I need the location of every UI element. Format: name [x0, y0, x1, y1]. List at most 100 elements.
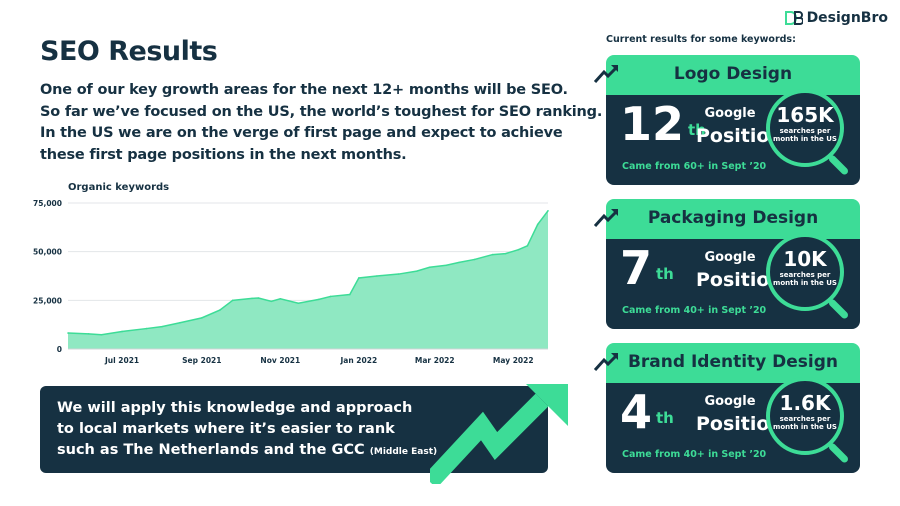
banner-line: to local markets where it’s easier to ra…	[57, 421, 395, 437]
card-header: Brand Identity Design	[606, 343, 860, 383]
google-position: Google Position	[696, 391, 783, 435]
data-point	[100, 333, 103, 336]
chart-title: Organic keywords	[68, 182, 169, 193]
search-volume-magnifier-icon: 165K searches per month in the US	[766, 89, 844, 167]
position-label: Position	[696, 269, 783, 291]
data-point	[121, 330, 123, 333]
growth-arrow-icon	[430, 384, 568, 484]
intro-line: In the US we are on the verge of first p…	[40, 125, 563, 141]
x-tick-label: Jan 2022	[339, 356, 377, 365]
google-position: Google Position	[696, 247, 783, 291]
search-volume: 1.6K	[779, 391, 831, 415]
x-tick-label: May 2022	[493, 356, 534, 365]
data-point	[415, 270, 418, 272]
trend-arrow-icon	[594, 209, 618, 227]
rank-suffix: th	[656, 265, 674, 283]
search-volume-caption: searches per month in the US	[773, 415, 837, 431]
brand-name: DesignBro	[806, 10, 888, 26]
data-point	[491, 253, 494, 256]
trend-arrow-icon	[594, 353, 618, 371]
trend-arrow-icon	[594, 65, 618, 83]
data-point	[397, 273, 400, 275]
data-point	[219, 309, 221, 311]
data-point	[428, 266, 431, 269]
data-point	[251, 297, 253, 300]
intro-line: these first page positions in the next m…	[40, 146, 407, 163]
x-tick-label: Nov 2021	[260, 356, 300, 365]
data-point	[547, 209, 549, 212]
data-point	[67, 332, 69, 334]
banner-line-last: such as The Netherlands and the GCC (Mid…	[57, 440, 437, 463]
data-point	[473, 258, 476, 261]
banner-line: We will apply this knowledge and approac…	[57, 400, 413, 416]
data-point	[257, 297, 260, 299]
series-area	[68, 210, 548, 349]
organic-keywords-chart: Organic keywords 0 25,000 50,000 75,000 Jul 2…	[30, 176, 560, 368]
magnifier-handle	[827, 154, 850, 176]
x-tick-label: Sep 2021	[182, 356, 221, 365]
came-from-text: Came from 40+ in Sept ’20	[622, 305, 767, 316]
card-header: Packaging Design	[606, 199, 860, 239]
intro-paragraph: One of our key growth areas for the next…	[40, 80, 603, 166]
search-volume: 165K	[776, 103, 834, 127]
y-tick-label: 75,000	[33, 199, 62, 208]
x-tick-label: Mar 2022	[415, 356, 455, 365]
banner-suffix: (Middle East)	[369, 447, 438, 457]
card-title: Brand Identity Design	[627, 352, 839, 372]
banner-line: such as The Netherlands and the GCC	[57, 442, 365, 458]
rank-value: 4	[620, 385, 653, 439]
data-point	[458, 261, 461, 264]
banner-text: We will apply this knowledge and approac…	[57, 398, 437, 463]
position-label: Position	[696, 413, 783, 435]
rank-value: 7	[620, 241, 653, 295]
data-point	[504, 252, 507, 255]
x-tick-label: Jul 2021	[104, 356, 139, 365]
card-header: Logo Design	[606, 55, 860, 95]
data-point	[87, 333, 90, 335]
data-point	[201, 317, 203, 319]
search-volume-caption: searches per month in the US	[773, 127, 837, 143]
data-point	[297, 302, 300, 305]
position-label: Position	[696, 125, 783, 147]
magnifier-handle	[827, 442, 850, 464]
came-from-text: Came from 60+ in Sept ’20	[622, 161, 767, 172]
data-point	[445, 264, 448, 267]
data-point	[358, 277, 360, 279]
designbro-logo-icon	[784, 11, 803, 25]
data-point	[270, 300, 273, 303]
data-point	[517, 248, 520, 251]
google-label: Google	[704, 394, 756, 409]
came-from-text: Came from 40+ in Sept ’20	[622, 449, 767, 460]
current-results-label: Current results for some keywords:	[606, 34, 796, 45]
series-line	[67, 210, 549, 336]
page-title: SEO Results	[40, 36, 218, 67]
search-volume-magnifier-icon: 10K searches per month in the US	[766, 233, 844, 311]
google-position: Google Position	[696, 103, 783, 147]
data-point	[376, 275, 378, 277]
data-point	[329, 295, 332, 298]
data-point	[536, 223, 539, 226]
intro-line: So far we’ve focused on the US, the worl…	[40, 103, 603, 120]
rank-value: 12	[620, 97, 685, 151]
data-point	[145, 327, 148, 330]
y-tick-label: 50,000	[33, 248, 62, 257]
search-volume-caption: searches per month in the US	[773, 271, 837, 287]
y-tick-label: 0	[57, 345, 62, 354]
rank-suffix: th	[688, 121, 706, 139]
data-point	[318, 298, 320, 301]
brand-logo: DesignBro	[784, 10, 888, 26]
card-title: Packaging Design	[647, 208, 819, 228]
y-tick-label: 25,000	[33, 296, 62, 305]
data-point	[179, 321, 181, 324]
data-point	[349, 293, 351, 296]
chart-svg: Organic keywords 0 25,000 50,000 75,000 Jul 2…	[33, 182, 549, 365]
